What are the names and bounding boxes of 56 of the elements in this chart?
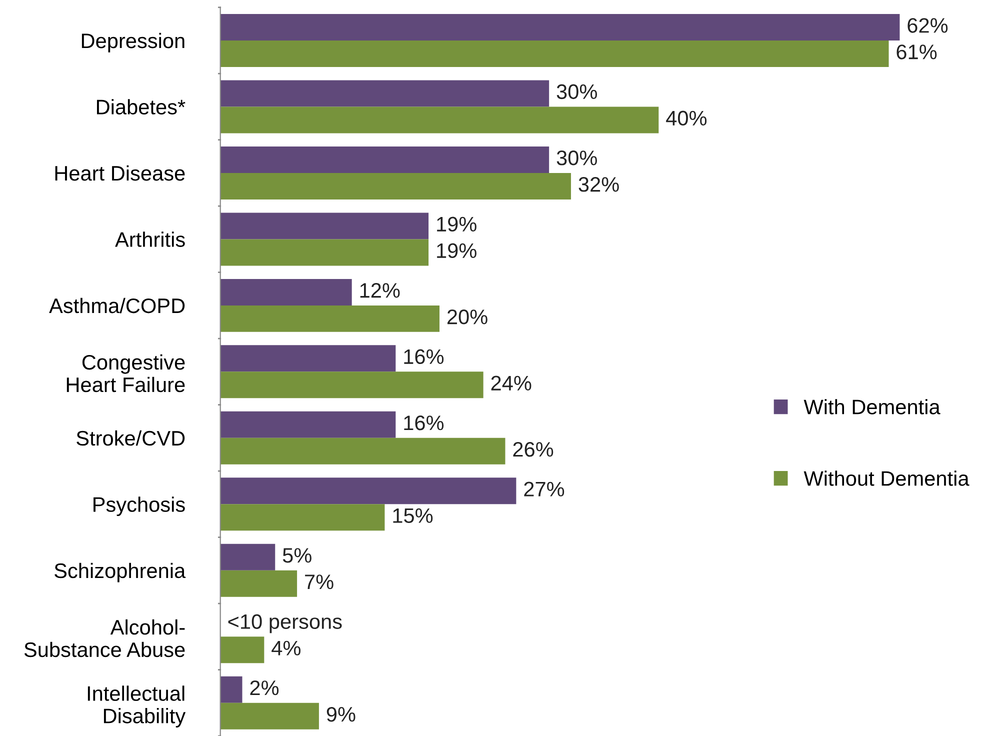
bar [220,438,506,464]
data-label: 61% [896,44,937,60]
y-tick-label: Diabetes* [96,99,186,114]
data-label: 19% [437,216,476,232]
data-label: 24% [491,376,532,390]
y-tick-label: Asthma/COPD [49,298,185,314]
bar [220,676,242,703]
bar [220,504,385,531]
bar [220,278,352,306]
bar [220,146,550,173]
bar [220,345,396,372]
data-label: 20% [447,310,488,324]
data-label: 30% [556,150,597,166]
bar [220,212,429,240]
y-tick-label: Stroke/CVD [76,430,185,446]
bar [220,411,396,438]
data-label: 26% [513,442,554,457]
data-label: 27% [524,482,564,496]
legend-label: With Dementia [804,399,940,414]
data-label: 30% [556,84,597,100]
bar [220,172,571,200]
bar [220,40,889,67]
bar [220,478,516,504]
y-tick-label: Intellectual Disability [88,686,186,728]
y-tick-label: Psychosis [94,496,185,516]
bar [220,106,659,134]
data-label: 4% [272,640,300,656]
data-label: 12% [360,283,400,298]
y-tick-label: Depression [82,32,184,52]
y-tick-label: Congestive Heart Failure [66,354,185,392]
data-label: 15% [393,508,433,523]
data-label: 5% [282,548,312,563]
data-label: 32% [578,177,619,192]
y-tick-label: Arthritis [115,232,185,247]
data-label: 62% [908,18,948,33]
bar [220,239,429,266]
data-label: 16% [404,416,444,430]
bar [220,80,550,107]
y-tick-label: Heart Disease [55,165,185,181]
data-label: 7% [305,574,334,590]
data-label: 9% [326,706,356,722]
bar [220,702,319,730]
bar [220,305,440,332]
y-tick-label: Alcohol- Substance Abuse [24,619,185,658]
data-label: 2% [250,680,279,696]
bar [220,570,298,597]
bar [220,544,276,570]
bar [220,372,484,398]
data-label: 40% [666,110,707,126]
y-tick-label: Schizophrenia [54,562,186,582]
bar [220,636,264,664]
data-label: 19% [437,243,476,258]
bar [220,14,900,40]
data-label: 16% [404,349,444,364]
text: <10 persons [228,614,342,634]
legend-label: Without Dementia [804,470,970,486]
